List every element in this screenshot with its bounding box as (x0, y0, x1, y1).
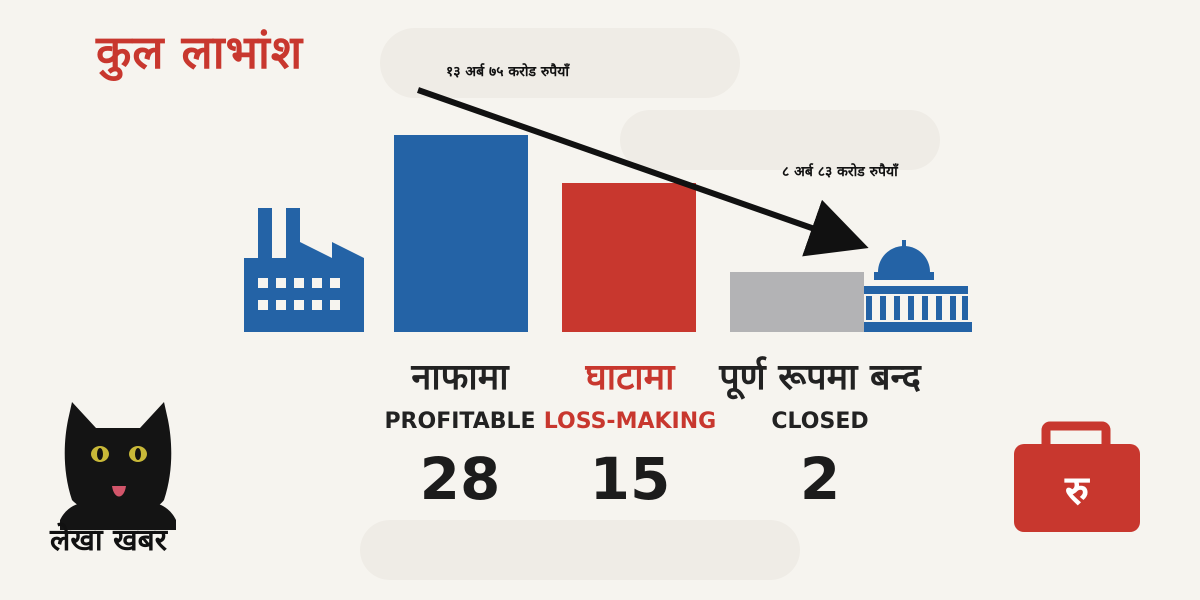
category-value: 15 (589, 445, 671, 513)
bar-profitable (394, 135, 528, 332)
category-value: 2 (799, 445, 841, 513)
bar-series (394, 135, 864, 332)
category-label-np: पूर्ण रूपमा बन्द (719, 357, 921, 398)
category-label-np: घाटामा (585, 357, 675, 398)
rupee-symbol: रु (1064, 468, 1090, 514)
category-label-en: PROFITABLE (384, 409, 536, 434)
category-label-np: नाफामा (411, 357, 509, 398)
arrow-start-label: १३ अर्ब ७५ करोड रुपैयाँ (446, 64, 569, 80)
category-label-en: CLOSED (771, 409, 869, 434)
trend-arrow (417, 87, 869, 257)
category-value: 28 (419, 445, 501, 513)
government-building-icon (860, 240, 972, 332)
background-blob (360, 520, 800, 580)
bar-closed (730, 272, 864, 332)
chart-title: कुल लाभांश (96, 25, 304, 79)
black-cat-mascot (60, 402, 176, 530)
arrow-end-label: ८ अर्ब ८३ करोड रुपैयाँ (782, 164, 898, 180)
bar-loss-making (562, 183, 696, 332)
category-column: घाटामा LOSS-MAKING 15 (500, 356, 760, 512)
rupee-briefcase-icon: रु (1014, 421, 1140, 532)
factory-icon (244, 208, 364, 332)
category-column: नाफामा PROFITABLE 28 (330, 356, 590, 512)
brand-name: लेखा खबर (50, 523, 168, 558)
background-blob (620, 110, 940, 170)
category-label-en: LOSS-MAKING (543, 409, 717, 434)
category-column: पूर्ण रूपमा बन्द CLOSED 2 (700, 356, 940, 512)
background-blob (380, 28, 740, 98)
